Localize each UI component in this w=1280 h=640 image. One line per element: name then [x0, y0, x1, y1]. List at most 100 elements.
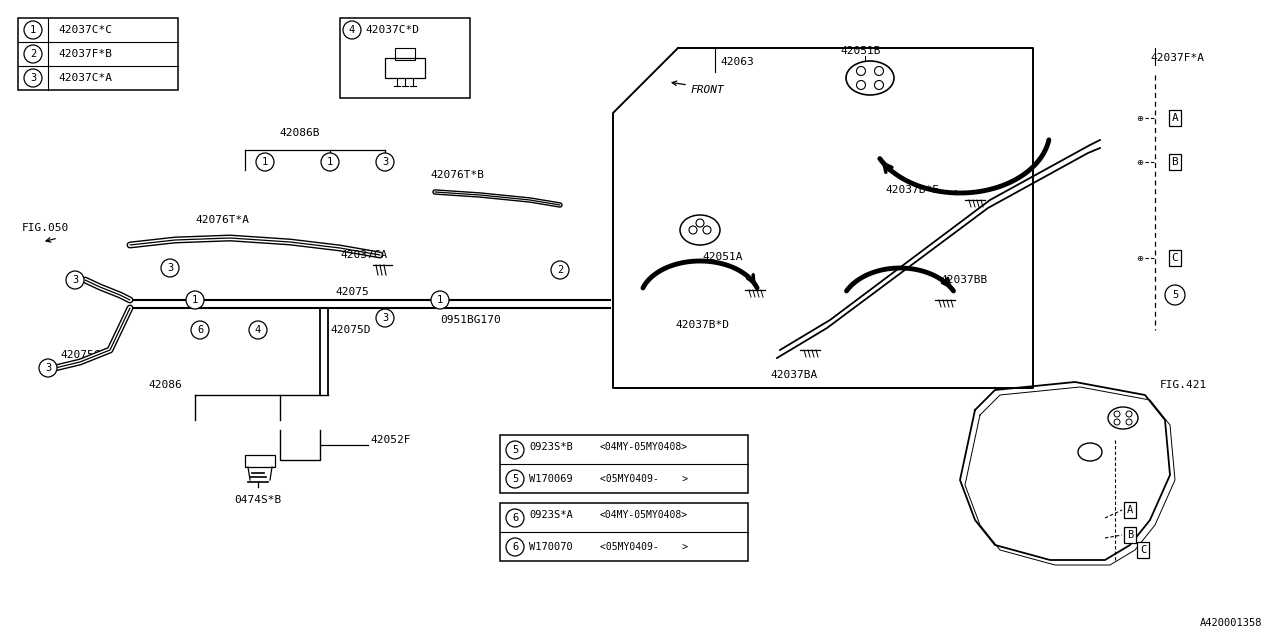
Text: 2: 2 — [557, 265, 563, 275]
Circle shape — [186, 291, 204, 309]
Circle shape — [856, 81, 865, 90]
Text: 42076T*B: 42076T*B — [430, 170, 484, 180]
Text: 42037BB: 42037BB — [940, 275, 987, 285]
Circle shape — [376, 153, 394, 171]
Circle shape — [161, 259, 179, 277]
Bar — [396, 48, 415, 60]
Circle shape — [1126, 411, 1132, 417]
Circle shape — [191, 321, 209, 339]
Bar — [385, 58, 425, 78]
Ellipse shape — [680, 215, 721, 245]
Text: 42051B: 42051B — [840, 46, 881, 56]
Circle shape — [506, 470, 524, 488]
Circle shape — [24, 45, 42, 63]
Text: FIG.421: FIG.421 — [1160, 380, 1207, 390]
Text: 3: 3 — [381, 313, 388, 323]
Text: 42086B: 42086B — [280, 128, 320, 138]
Text: B: B — [1126, 530, 1133, 540]
Text: 42037CA: 42037CA — [340, 250, 388, 260]
Ellipse shape — [1108, 407, 1138, 429]
Ellipse shape — [1078, 443, 1102, 461]
Circle shape — [321, 153, 339, 171]
Bar — [500, 503, 748, 561]
Text: 42075C: 42075C — [60, 350, 101, 360]
Text: 42037C*A: 42037C*A — [58, 73, 113, 83]
Text: 3: 3 — [381, 157, 388, 167]
Circle shape — [250, 321, 268, 339]
Text: 42051A: 42051A — [701, 252, 742, 262]
Text: 3: 3 — [166, 263, 173, 273]
Circle shape — [1114, 419, 1120, 425]
Text: 3: 3 — [72, 275, 78, 285]
Text: 42052F: 42052F — [370, 435, 411, 445]
Text: <04MY-05MY0408>: <04MY-05MY0408> — [600, 510, 689, 520]
Circle shape — [550, 261, 570, 279]
Text: W170069: W170069 — [529, 474, 572, 484]
Text: 0923S*B: 0923S*B — [529, 442, 572, 452]
Circle shape — [343, 21, 361, 39]
Text: B: B — [1171, 157, 1179, 167]
Circle shape — [856, 67, 865, 76]
Text: 6: 6 — [512, 513, 518, 523]
Circle shape — [256, 153, 274, 171]
Circle shape — [24, 21, 42, 39]
Text: 42075D: 42075D — [330, 325, 370, 335]
Text: 42037F*A: 42037F*A — [1149, 53, 1204, 63]
Circle shape — [24, 69, 42, 87]
Text: W170070: W170070 — [529, 542, 572, 552]
Text: 0474S*B: 0474S*B — [234, 495, 282, 505]
Text: 6: 6 — [197, 325, 204, 335]
Text: 4: 4 — [349, 25, 355, 35]
Bar — [18, 18, 178, 90]
Circle shape — [506, 509, 524, 527]
Text: A420001358: A420001358 — [1199, 618, 1262, 628]
Text: FIG.050: FIG.050 — [22, 223, 69, 233]
Circle shape — [703, 226, 710, 234]
Text: A: A — [1126, 505, 1133, 515]
Text: 42076T*A: 42076T*A — [195, 215, 250, 225]
Circle shape — [1165, 285, 1185, 305]
Text: C: C — [1140, 545, 1146, 555]
Text: 42086: 42086 — [148, 380, 182, 390]
Text: 42063: 42063 — [721, 57, 754, 67]
Text: ⊕: ⊕ — [1137, 113, 1143, 122]
Text: 42037B*D: 42037B*D — [675, 320, 730, 330]
Bar — [244, 455, 275, 467]
Bar — [340, 18, 470, 98]
Text: A: A — [1171, 113, 1179, 123]
Circle shape — [1126, 419, 1132, 425]
Circle shape — [506, 441, 524, 459]
Text: <05MY0409-    >: <05MY0409- > — [600, 542, 689, 552]
Bar — [500, 435, 748, 493]
Text: 0923S*A: 0923S*A — [529, 510, 572, 520]
Text: 5: 5 — [512, 474, 518, 484]
Circle shape — [38, 359, 58, 377]
Circle shape — [874, 67, 883, 76]
Text: 42037C*D: 42037C*D — [365, 25, 419, 35]
Text: ⊕: ⊕ — [1137, 253, 1143, 262]
Text: 42037F*B: 42037F*B — [58, 49, 113, 59]
Circle shape — [696, 219, 704, 227]
Circle shape — [376, 309, 394, 327]
Circle shape — [874, 81, 883, 90]
Text: 1: 1 — [29, 25, 36, 35]
Text: 3: 3 — [29, 73, 36, 83]
Circle shape — [67, 271, 84, 289]
Text: ⊕: ⊕ — [1137, 157, 1143, 166]
Text: 1: 1 — [436, 295, 443, 305]
Text: FRONT: FRONT — [690, 85, 723, 95]
Circle shape — [1114, 411, 1120, 417]
Text: 1: 1 — [192, 295, 198, 305]
Text: <04MY-05MY0408>: <04MY-05MY0408> — [600, 442, 689, 452]
Circle shape — [689, 226, 698, 234]
Circle shape — [431, 291, 449, 309]
Circle shape — [506, 538, 524, 556]
Text: 3: 3 — [45, 363, 51, 373]
Text: 1: 1 — [262, 157, 268, 167]
Ellipse shape — [846, 61, 893, 95]
Text: 0951BG170: 0951BG170 — [440, 315, 500, 325]
Text: 5: 5 — [1172, 290, 1178, 300]
Text: <05MY0409-    >: <05MY0409- > — [600, 474, 689, 484]
Text: 6: 6 — [512, 542, 518, 552]
Text: 2: 2 — [29, 49, 36, 59]
